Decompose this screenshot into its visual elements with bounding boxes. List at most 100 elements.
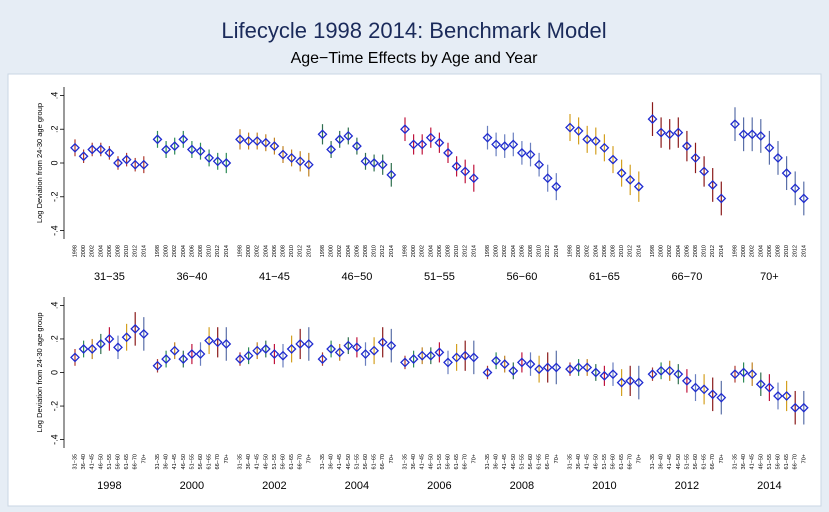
marker: [113, 158, 123, 168]
x-tick-label: 36−40: [246, 454, 252, 469]
x-tick-label: 51−55: [272, 454, 278, 469]
marker: [269, 349, 280, 359]
x-tick-label: 2008: [775, 245, 781, 257]
marker: [460, 166, 471, 177]
marker: [798, 193, 809, 204]
group-label: 56−60: [506, 271, 537, 283]
x-tick-label: 31−35: [485, 454, 491, 469]
x-tick-label: 2002: [337, 245, 343, 257]
marker: [369, 345, 380, 356]
marker: [707, 180, 718, 190]
marker: [303, 339, 314, 349]
group-label: 66−70: [671, 271, 702, 283]
marker: [482, 367, 493, 378]
marker: [764, 382, 775, 393]
x-tick-label: 36−40: [81, 454, 87, 469]
x-tick-label: 46−50: [181, 454, 187, 469]
x-tick-label: 41−45: [255, 454, 261, 469]
marker: [161, 354, 172, 364]
x-tick-label: 70+: [141, 454, 147, 463]
x-tick-label: 2008: [198, 245, 204, 257]
marker: [221, 158, 232, 168]
x-tick-label: 66−70: [628, 454, 634, 469]
marker: [87, 344, 98, 354]
x-tick-label: 51−55: [519, 454, 525, 469]
x-tick-label: 2008: [115, 245, 121, 257]
marker: [590, 136, 601, 146]
marker: [790, 183, 801, 194]
x-tick-label: 61−65: [619, 454, 625, 469]
x-tick-label: 2002: [420, 245, 426, 257]
x-tick-label: 2008: [693, 245, 699, 257]
x-tick-label: 46−50: [263, 454, 269, 469]
marker: [434, 347, 445, 358]
x-tick-label: 31−35: [72, 454, 78, 469]
x-tick-label: 2012: [463, 245, 469, 257]
marker: [70, 142, 80, 153]
marker: [647, 114, 658, 125]
marker: [235, 134, 245, 145]
marker: [608, 369, 618, 380]
y-tick-label: -.2: [49, 401, 59, 412]
x-tick-label: 2004: [511, 245, 517, 257]
marker: [212, 156, 223, 167]
marker: [647, 369, 658, 380]
x-tick-label: 51−55: [602, 454, 608, 469]
x-tick-label: 2002: [172, 245, 178, 257]
marker: [243, 136, 254, 146]
marker: [377, 159, 388, 170]
x-tick-label: 70+: [389, 454, 395, 463]
group-label: 61−65: [589, 271, 620, 283]
x-tick-label: 2000: [659, 245, 665, 257]
x-tick-label: 2010: [619, 245, 625, 257]
marker: [673, 127, 684, 138]
x-tick-label: 2006: [602, 245, 608, 257]
x-tick-label: 61−65: [372, 454, 378, 469]
marker: [616, 377, 627, 388]
y-tick-label: .4: [49, 92, 59, 100]
marker: [625, 375, 636, 386]
marker: [781, 391, 792, 401]
x-tick-label: 66−70: [793, 454, 799, 469]
marker: [104, 147, 115, 158]
marker: [195, 146, 206, 157]
marker: [551, 362, 562, 373]
marker: [351, 141, 362, 152]
marker: [317, 354, 328, 364]
marker: [343, 131, 354, 141]
marker: [252, 345, 263, 356]
marker: [417, 139, 428, 150]
x-tick-label: 61−65: [124, 454, 130, 469]
x-tick-label: 2010: [124, 245, 130, 257]
x-tick-label: 1998: [650, 245, 656, 257]
x-tick-label: 31−35: [155, 454, 161, 469]
marker: [178, 134, 189, 145]
x-tick-label: 2012: [215, 245, 221, 257]
x-tick-label: 2002: [750, 245, 756, 257]
marker: [178, 354, 189, 364]
x-tick-label: 70+: [471, 454, 477, 463]
group-label: 2012: [675, 480, 699, 492]
marker: [360, 156, 371, 167]
y-tick-label: -.2: [49, 192, 59, 203]
x-tick-label: 56−60: [775, 454, 781, 469]
x-tick-label: 2012: [545, 245, 551, 257]
marker: [599, 370, 610, 381]
marker: [260, 344, 271, 354]
x-tick-label: 1998: [72, 245, 78, 257]
x-tick-label: 2000: [81, 245, 87, 257]
x-tick-label: 46−50: [98, 454, 104, 469]
y-tick-label: .2: [49, 125, 59, 133]
x-tick-label: 2012: [298, 245, 304, 257]
x-tick-label: 36−40: [411, 454, 417, 469]
x-tick-label: 61−65: [207, 454, 213, 469]
x-tick-label: 66−70: [298, 454, 304, 469]
x-tick-label: 2004: [758, 245, 764, 257]
x-tick-label: 46−50: [511, 454, 517, 469]
marker: [425, 350, 436, 361]
marker: [252, 136, 263, 146]
marker: [360, 349, 371, 359]
x-tick-label: 70+: [224, 454, 230, 463]
marker: [152, 360, 163, 371]
